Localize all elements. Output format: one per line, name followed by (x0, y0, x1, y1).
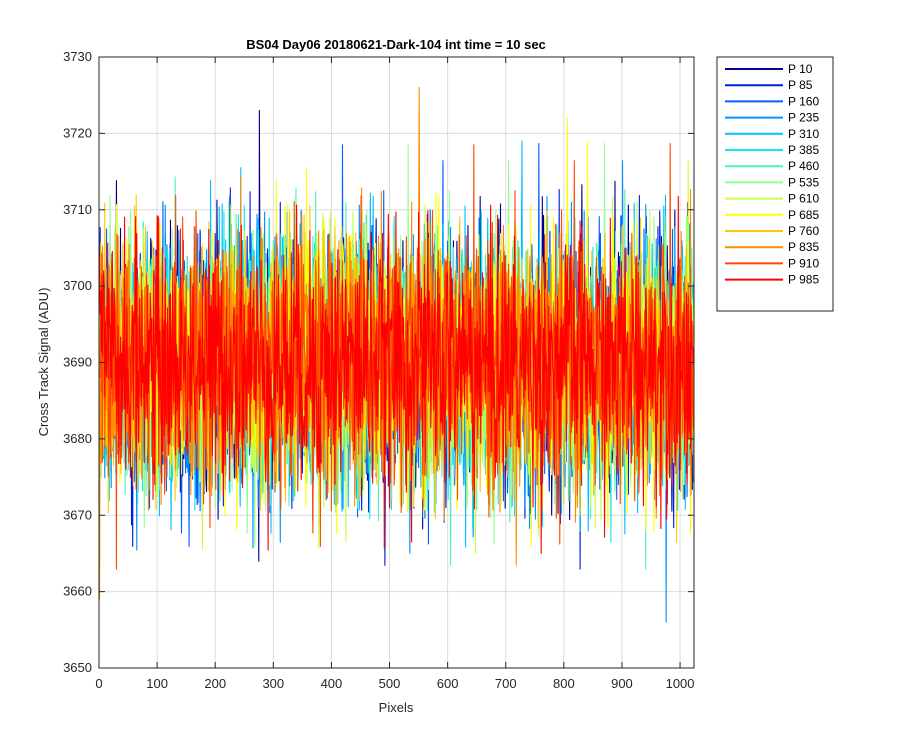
legend: P 10 P 85 P 160 P 235 P 310 P 385 P 460 P 535 P … (716, 56, 834, 312)
y-tick-label-7: 3720 (63, 125, 92, 140)
legend-label-p85: P 85 (788, 78, 813, 92)
x-tick-label-10: 1000 (666, 676, 695, 691)
x-tick-labels: 0 100 200 300 400 500 600 700 800 900 1000 (95, 676, 694, 691)
y-tick-labels: 3650 3660 3670 3680 3690 3700 3710 3720 3730 (63, 49, 92, 675)
y-tick-label-1: 3660 (63, 584, 92, 599)
x-tick-label-5: 500 (379, 676, 401, 691)
y-axis-label: Cross Track Signal (ADU) (36, 288, 51, 437)
x-tick-label-4: 400 (321, 676, 343, 691)
legend-label-p535: P 535 (788, 175, 819, 189)
y-tick-label-0: 3650 (63, 660, 92, 675)
y-tick-label-2: 3670 (63, 507, 92, 522)
legend-label-p985: P 985 (788, 273, 819, 287)
x-tick-label-6: 600 (437, 676, 459, 691)
x-tick-label-1: 100 (146, 676, 168, 691)
x-tick-label-3: 300 (262, 676, 284, 691)
legend-label-p235: P 235 (788, 111, 819, 125)
legend-label-p385: P 385 (788, 143, 819, 157)
series-lines (99, 87, 695, 623)
legend-label-p760: P 760 (788, 224, 819, 238)
legend-box (716, 56, 834, 312)
legend-label-p460: P 460 (788, 159, 819, 173)
x-tick-label-9: 900 (611, 676, 633, 691)
legend-label-p10: P 10 (788, 62, 813, 76)
legend-label-p310: P 310 (788, 127, 819, 141)
legend-label-p910: P 910 (788, 256, 819, 270)
y-tick-label-5: 3700 (63, 278, 92, 293)
y-tick-label-4: 3690 (63, 355, 92, 370)
x-tick-label-0: 0 (95, 676, 102, 691)
legend-label-p610: P 610 (788, 192, 819, 206)
axis-ticks (98, 56, 694, 669)
legend-label-p685: P 685 (788, 208, 819, 222)
x-tick-label-7: 700 (495, 676, 517, 691)
series-line-p985 (99, 195, 695, 554)
y-tick-label-8: 3730 (63, 49, 92, 64)
legend-label-p835: P 835 (788, 240, 819, 254)
x-tick-label-8: 800 (553, 676, 575, 691)
legend-label-p160: P 160 (788, 94, 819, 108)
y-tick-label-3: 3680 (63, 431, 92, 446)
x-tick-label-2: 200 (204, 676, 226, 691)
chart-title: BS04 Day06 20180621-Dark-104 int time = … (246, 37, 546, 52)
y-tick-label-6: 3710 (63, 202, 92, 217)
x-axis-label: Pixels (379, 700, 414, 715)
